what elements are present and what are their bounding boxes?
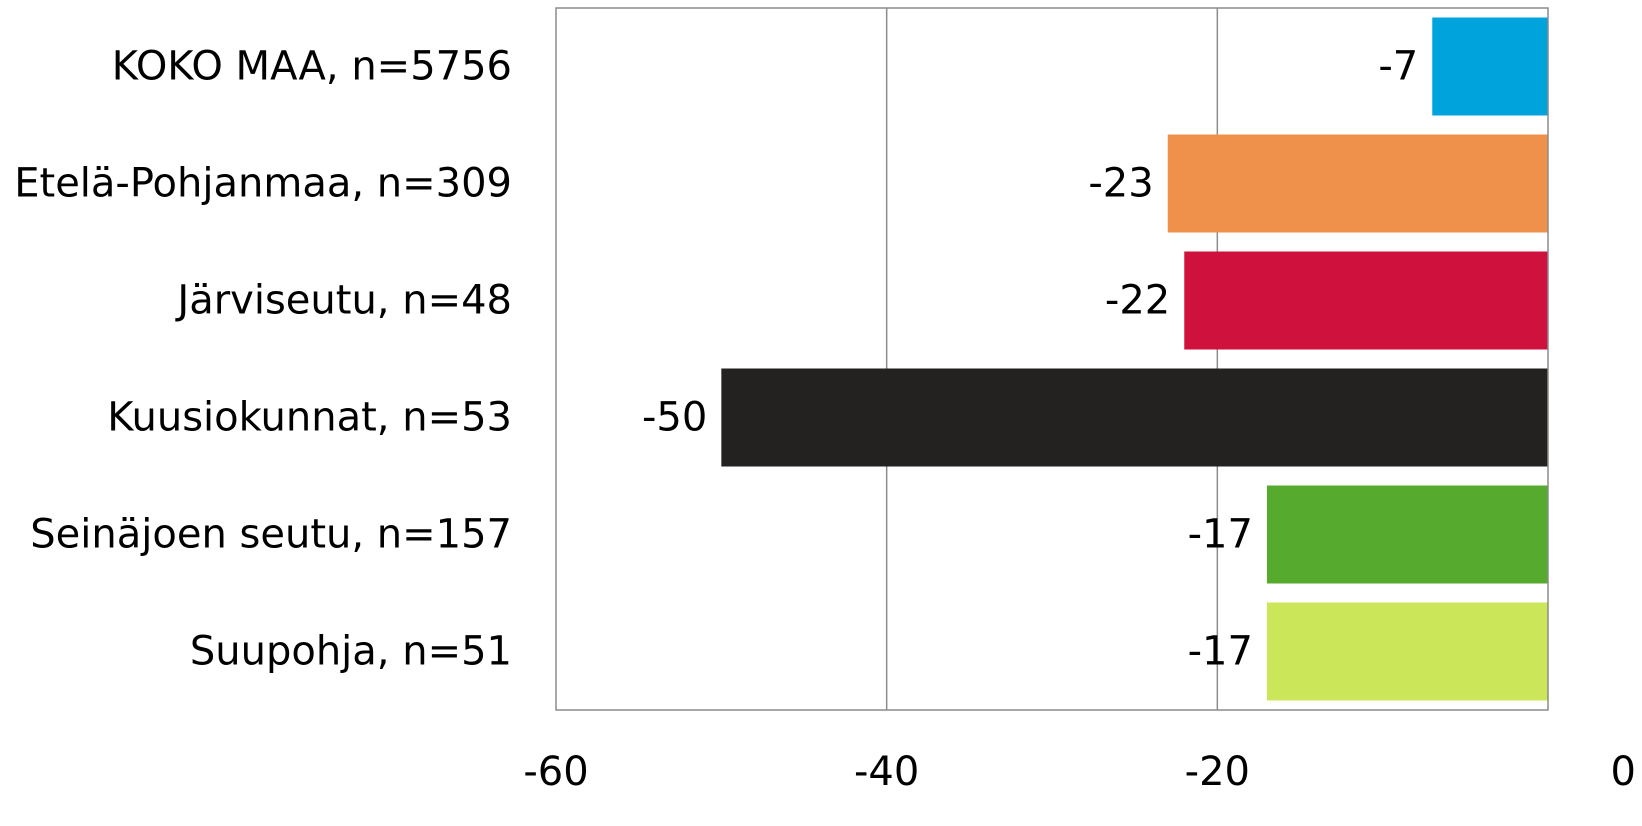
category-label-0: KOKO MAA, n=5756 bbox=[112, 44, 512, 90]
grid-layer bbox=[885, 8, 1219, 710]
x-tick-label-3: 0 bbox=[1611, 749, 1636, 795]
bar-3 bbox=[721, 368, 1548, 467]
bar-4 bbox=[1266, 485, 1548, 584]
bar-layer bbox=[721, 17, 1548, 701]
label-layer: KOKO MAA, n=5756 Etelä-Pohjanmaa, n=309 Jä… bbox=[14, 44, 1636, 796]
category-label-2: Järviseutu, n=48 bbox=[174, 278, 512, 324]
data-label-5: -17 bbox=[1188, 629, 1253, 675]
data-label-2: -22 bbox=[1105, 278, 1170, 324]
frame-layer bbox=[555, 7, 1549, 711]
data-label-4: -17 bbox=[1188, 512, 1253, 558]
plot-frame bbox=[555, 7, 1549, 711]
bar-0 bbox=[1432, 17, 1548, 116]
x-tick-label-0: -60 bbox=[523, 749, 588, 795]
category-label-1: Etelä-Pohjanmaa, n=309 bbox=[14, 161, 512, 207]
category-label-5: Suupohja, n=51 bbox=[190, 629, 512, 675]
data-label-3: -50 bbox=[642, 395, 707, 441]
bar-1 bbox=[1167, 134, 1548, 233]
bar-2 bbox=[1184, 251, 1548, 350]
data-label-1: -23 bbox=[1088, 161, 1153, 207]
category-label-3: Kuusiokunnat, n=53 bbox=[107, 395, 512, 441]
x-tick-label-2: -20 bbox=[1185, 749, 1250, 795]
category-label-4: Seinäjoen seutu, n=157 bbox=[30, 512, 512, 558]
data-label-0: -7 bbox=[1378, 44, 1418, 90]
x-tick-label-1: -40 bbox=[854, 749, 919, 795]
bar-5 bbox=[1266, 602, 1548, 701]
